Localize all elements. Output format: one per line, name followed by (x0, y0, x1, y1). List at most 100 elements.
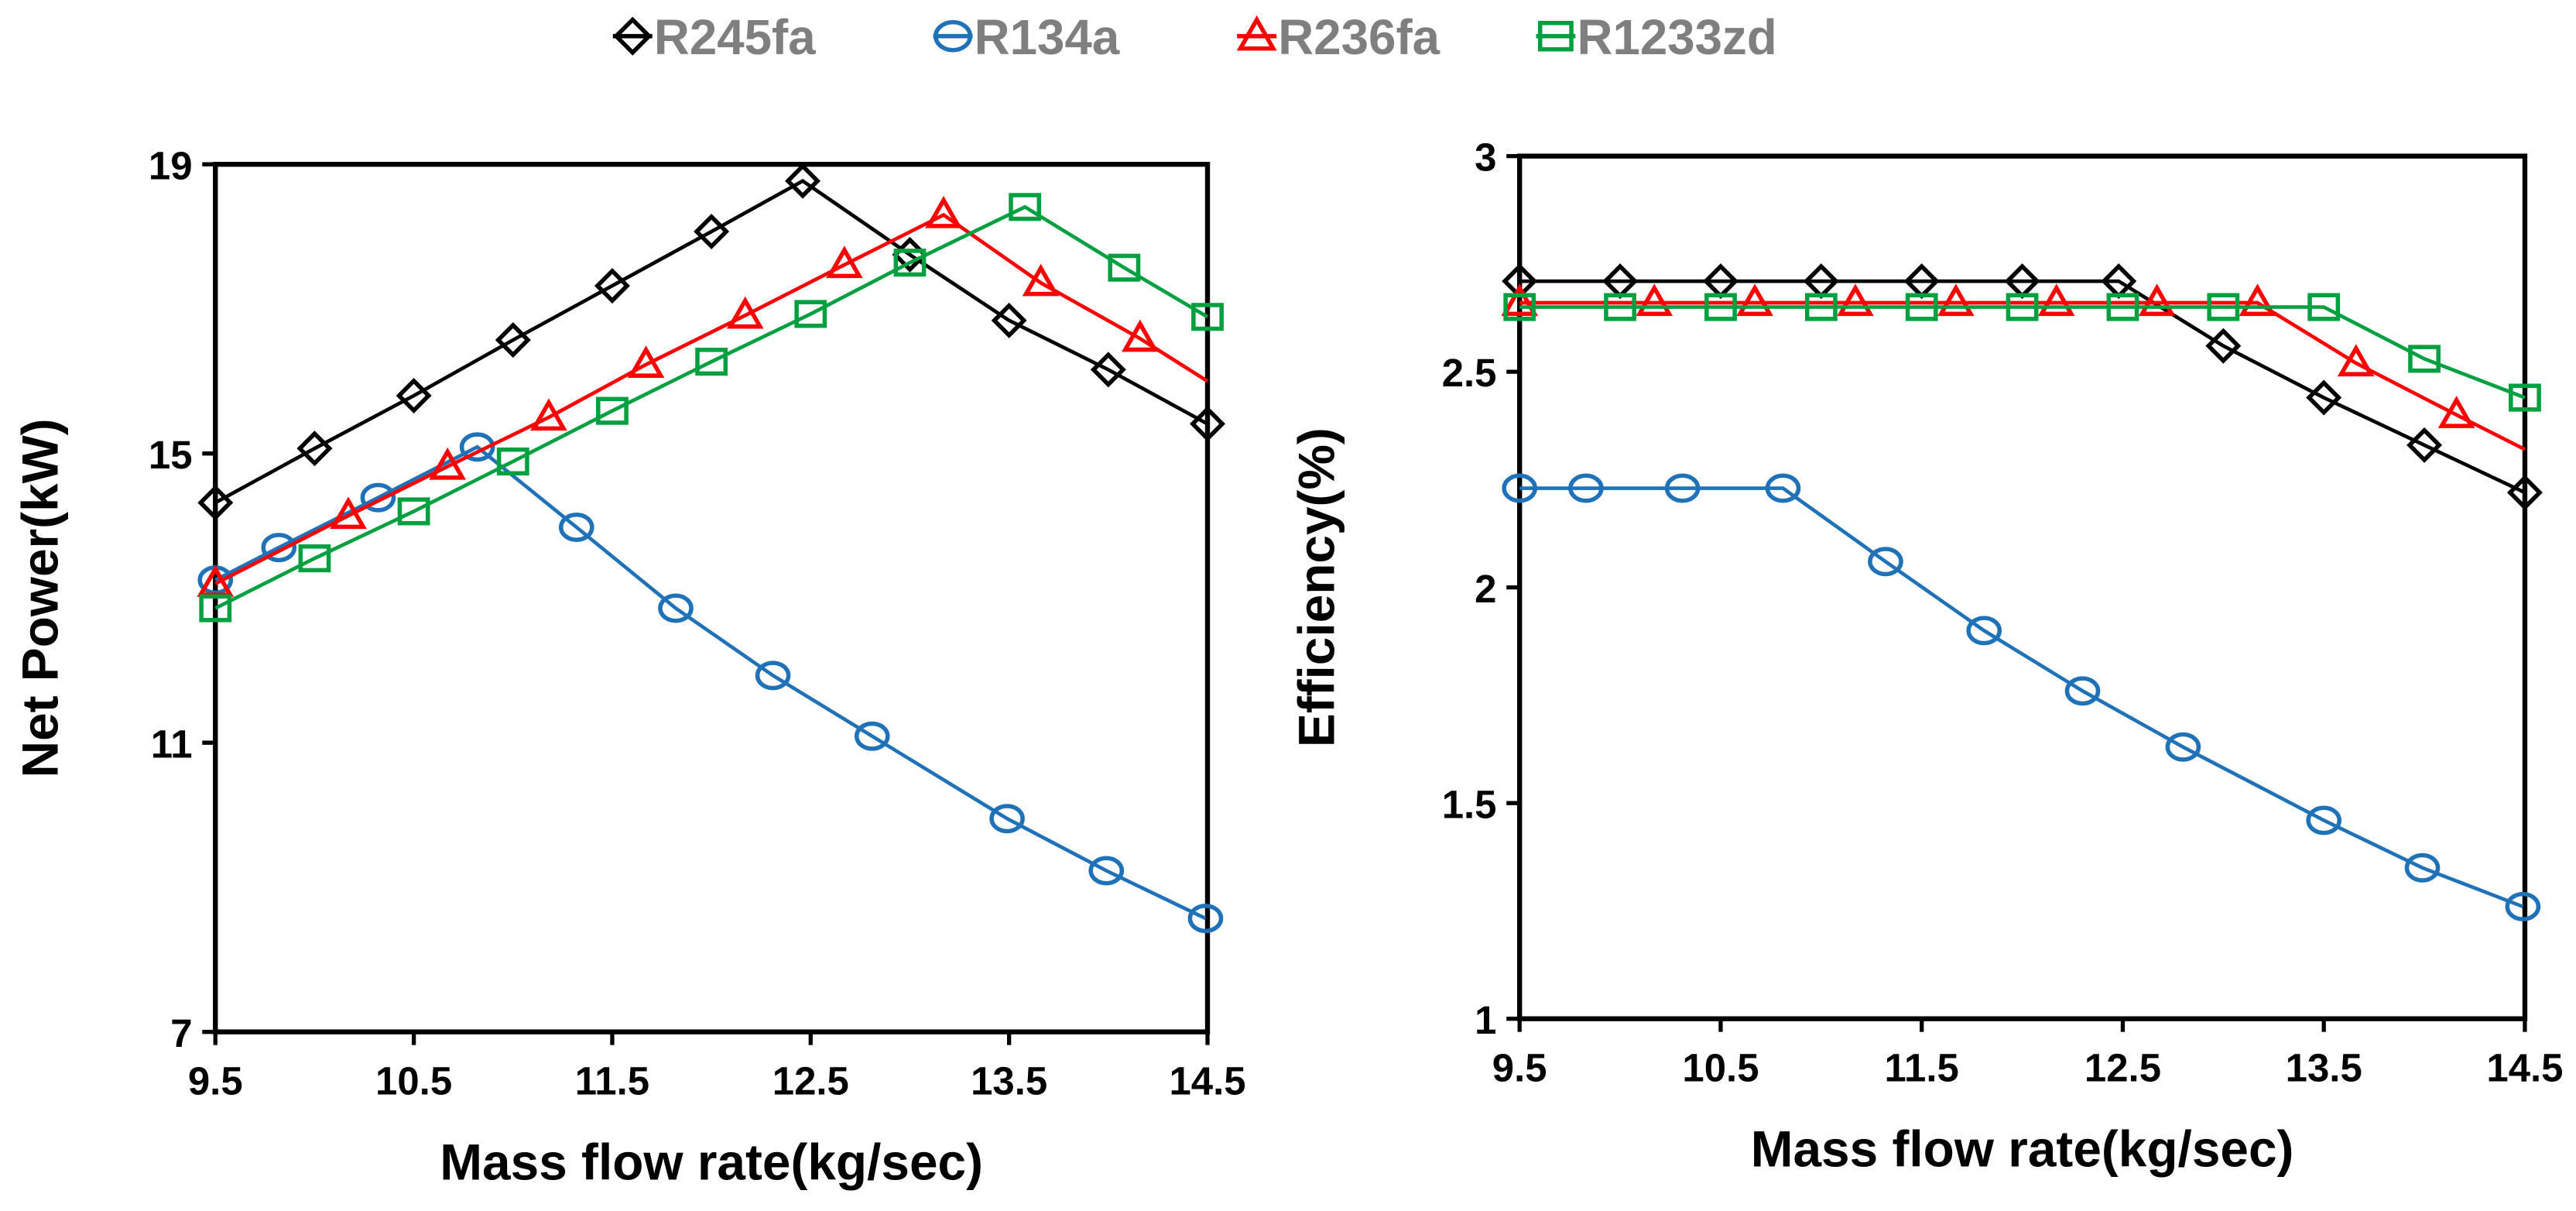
x-tick-label: 12.5 (772, 1058, 849, 1103)
series-line-r245fa (1519, 279, 2526, 495)
series-line-r134a (1519, 486, 2524, 909)
data-point-r134a (1966, 616, 2002, 646)
data-point-r134a (755, 660, 791, 691)
data-point-r236fa (627, 345, 665, 378)
x-tick-label: 11.5 (575, 1058, 649, 1103)
data-point-r134a (989, 804, 1025, 834)
data-point-r236fa (530, 398, 567, 431)
legend-label-r236fa: R236fa (1278, 10, 1440, 65)
data-point-r1233zd (1108, 253, 1141, 282)
data-point-r134a (1868, 547, 1903, 577)
series-r236fa (1501, 283, 2526, 451)
data-point-r1233zd (298, 544, 331, 573)
y-tick-label: 1.5 (1442, 782, 1497, 826)
series-r245fa (197, 163, 1226, 521)
legend-circle-icon (933, 19, 973, 53)
data-point-r1233zd (2207, 293, 2240, 321)
data-point-r236fa (925, 195, 962, 228)
series-r236fa (197, 195, 1209, 597)
data-point-r134a (854, 721, 890, 751)
series-line-r134a (214, 444, 1207, 921)
x-tick-label: 9.5 (188, 1058, 243, 1103)
x-tick-label: 10.5 (375, 1058, 452, 1103)
y-tick-label: 11 (151, 722, 193, 766)
data-point-r236fa (1022, 263, 1060, 297)
data-point-r134a (1664, 473, 1701, 503)
data-point-r134a (2404, 853, 2441, 883)
y-tick-label: 1 (1475, 998, 1496, 1042)
y-tick-label: 2 (1475, 567, 1496, 611)
x-axis-title: Mass flow rate(kg/sec) (440, 1134, 983, 1191)
data-point-r1233zd (2006, 293, 2039, 321)
x-axis-title: Mass flow rate(kg/sec) (1751, 1120, 2294, 1178)
y-axis-title: Net Power(kW) (12, 418, 69, 777)
data-point-r236fa (1736, 283, 1773, 317)
data-point-r1233zd (1009, 193, 1042, 221)
y-tick-label: 7 (170, 1011, 192, 1055)
data-point-r245fa (1190, 406, 1226, 442)
data-point-r245fa (495, 322, 531, 358)
x-tick-label: 9.5 (1492, 1045, 1547, 1089)
series-line-r245fa (214, 178, 1209, 505)
series-line-r1233zd (1519, 305, 2526, 400)
data-point-r1233zd (695, 348, 728, 376)
data-point-r1233zd (199, 594, 232, 623)
x-tick-label: 14.5 (2486, 1045, 2563, 1089)
data-point-r134a (459, 432, 495, 462)
data-point-r245fa (2506, 475, 2543, 511)
data-point-r245fa (1090, 352, 1126, 388)
legend-diamond-icon (613, 16, 653, 56)
series-line-r236fa (214, 212, 1209, 585)
data-point-r1233zd (2106, 293, 2139, 321)
x-tick-label: 10.5 (1682, 1045, 1759, 1089)
data-point-r236fa (330, 496, 367, 530)
data-point-r1233zd (397, 497, 430, 526)
y-tick-label: 19 (149, 143, 193, 187)
data-point-r134a (2306, 805, 2342, 835)
data-point-r245fa (2406, 427, 2443, 463)
data-point-r134a (1187, 904, 1224, 934)
data-point-r1233zd (893, 249, 927, 277)
legend-square-icon (1537, 20, 1574, 52)
data-point-r245fa (694, 214, 730, 250)
x-tick-label: 13.5 (2286, 1045, 2362, 1089)
data-point-r134a (2064, 676, 2101, 706)
data-point-r236fa (429, 447, 467, 480)
data-point-r1233zd (496, 447, 529, 476)
data-point-r236fa (726, 296, 764, 329)
data-point-r236fa (1937, 283, 1975, 317)
series-r134a (1502, 473, 2541, 921)
legend-label-r245fa: R245fa (654, 10, 816, 65)
data-point-r1233zd (1503, 293, 1536, 321)
data-point-r236fa (826, 245, 863, 279)
data-point-r245fa (594, 268, 630, 304)
data-point-r134a (1765, 473, 1801, 503)
data-point-r245fa (991, 302, 1027, 338)
data-point-r134a (1568, 473, 1604, 503)
legend-label-r134a: R134a (975, 10, 1120, 65)
x-tick-label: 14.5 (1169, 1058, 1245, 1103)
x-tick-label: 11.5 (1885, 1045, 1959, 1089)
data-point-r245fa (785, 163, 821, 199)
data-point-r134a (1502, 473, 1538, 503)
data-point-r134a (2505, 891, 2541, 921)
data-point-r134a (559, 512, 594, 542)
y-tick-label: 15 (149, 433, 193, 477)
data-point-r1233zd (596, 396, 629, 425)
data-point-r1233zd (1905, 293, 1938, 321)
series-r1233zd (1503, 293, 2541, 412)
series-r1233zd (199, 193, 1224, 623)
series-line-r1233zd (214, 204, 1209, 610)
data-point-r236fa (1501, 283, 1539, 317)
data-point-r245fa (2205, 328, 2242, 364)
y-tick-label: 2.5 (1442, 351, 1497, 395)
data-point-r134a (360, 482, 396, 513)
plot-frame (1517, 153, 2528, 1021)
series-r134a (197, 432, 1224, 934)
data-point-r236fa (2337, 344, 2375, 377)
data-point-r236fa (2437, 396, 2475, 428)
data-point-r236fa (1122, 319, 1159, 352)
data-point-r1233zd (2408, 345, 2441, 373)
